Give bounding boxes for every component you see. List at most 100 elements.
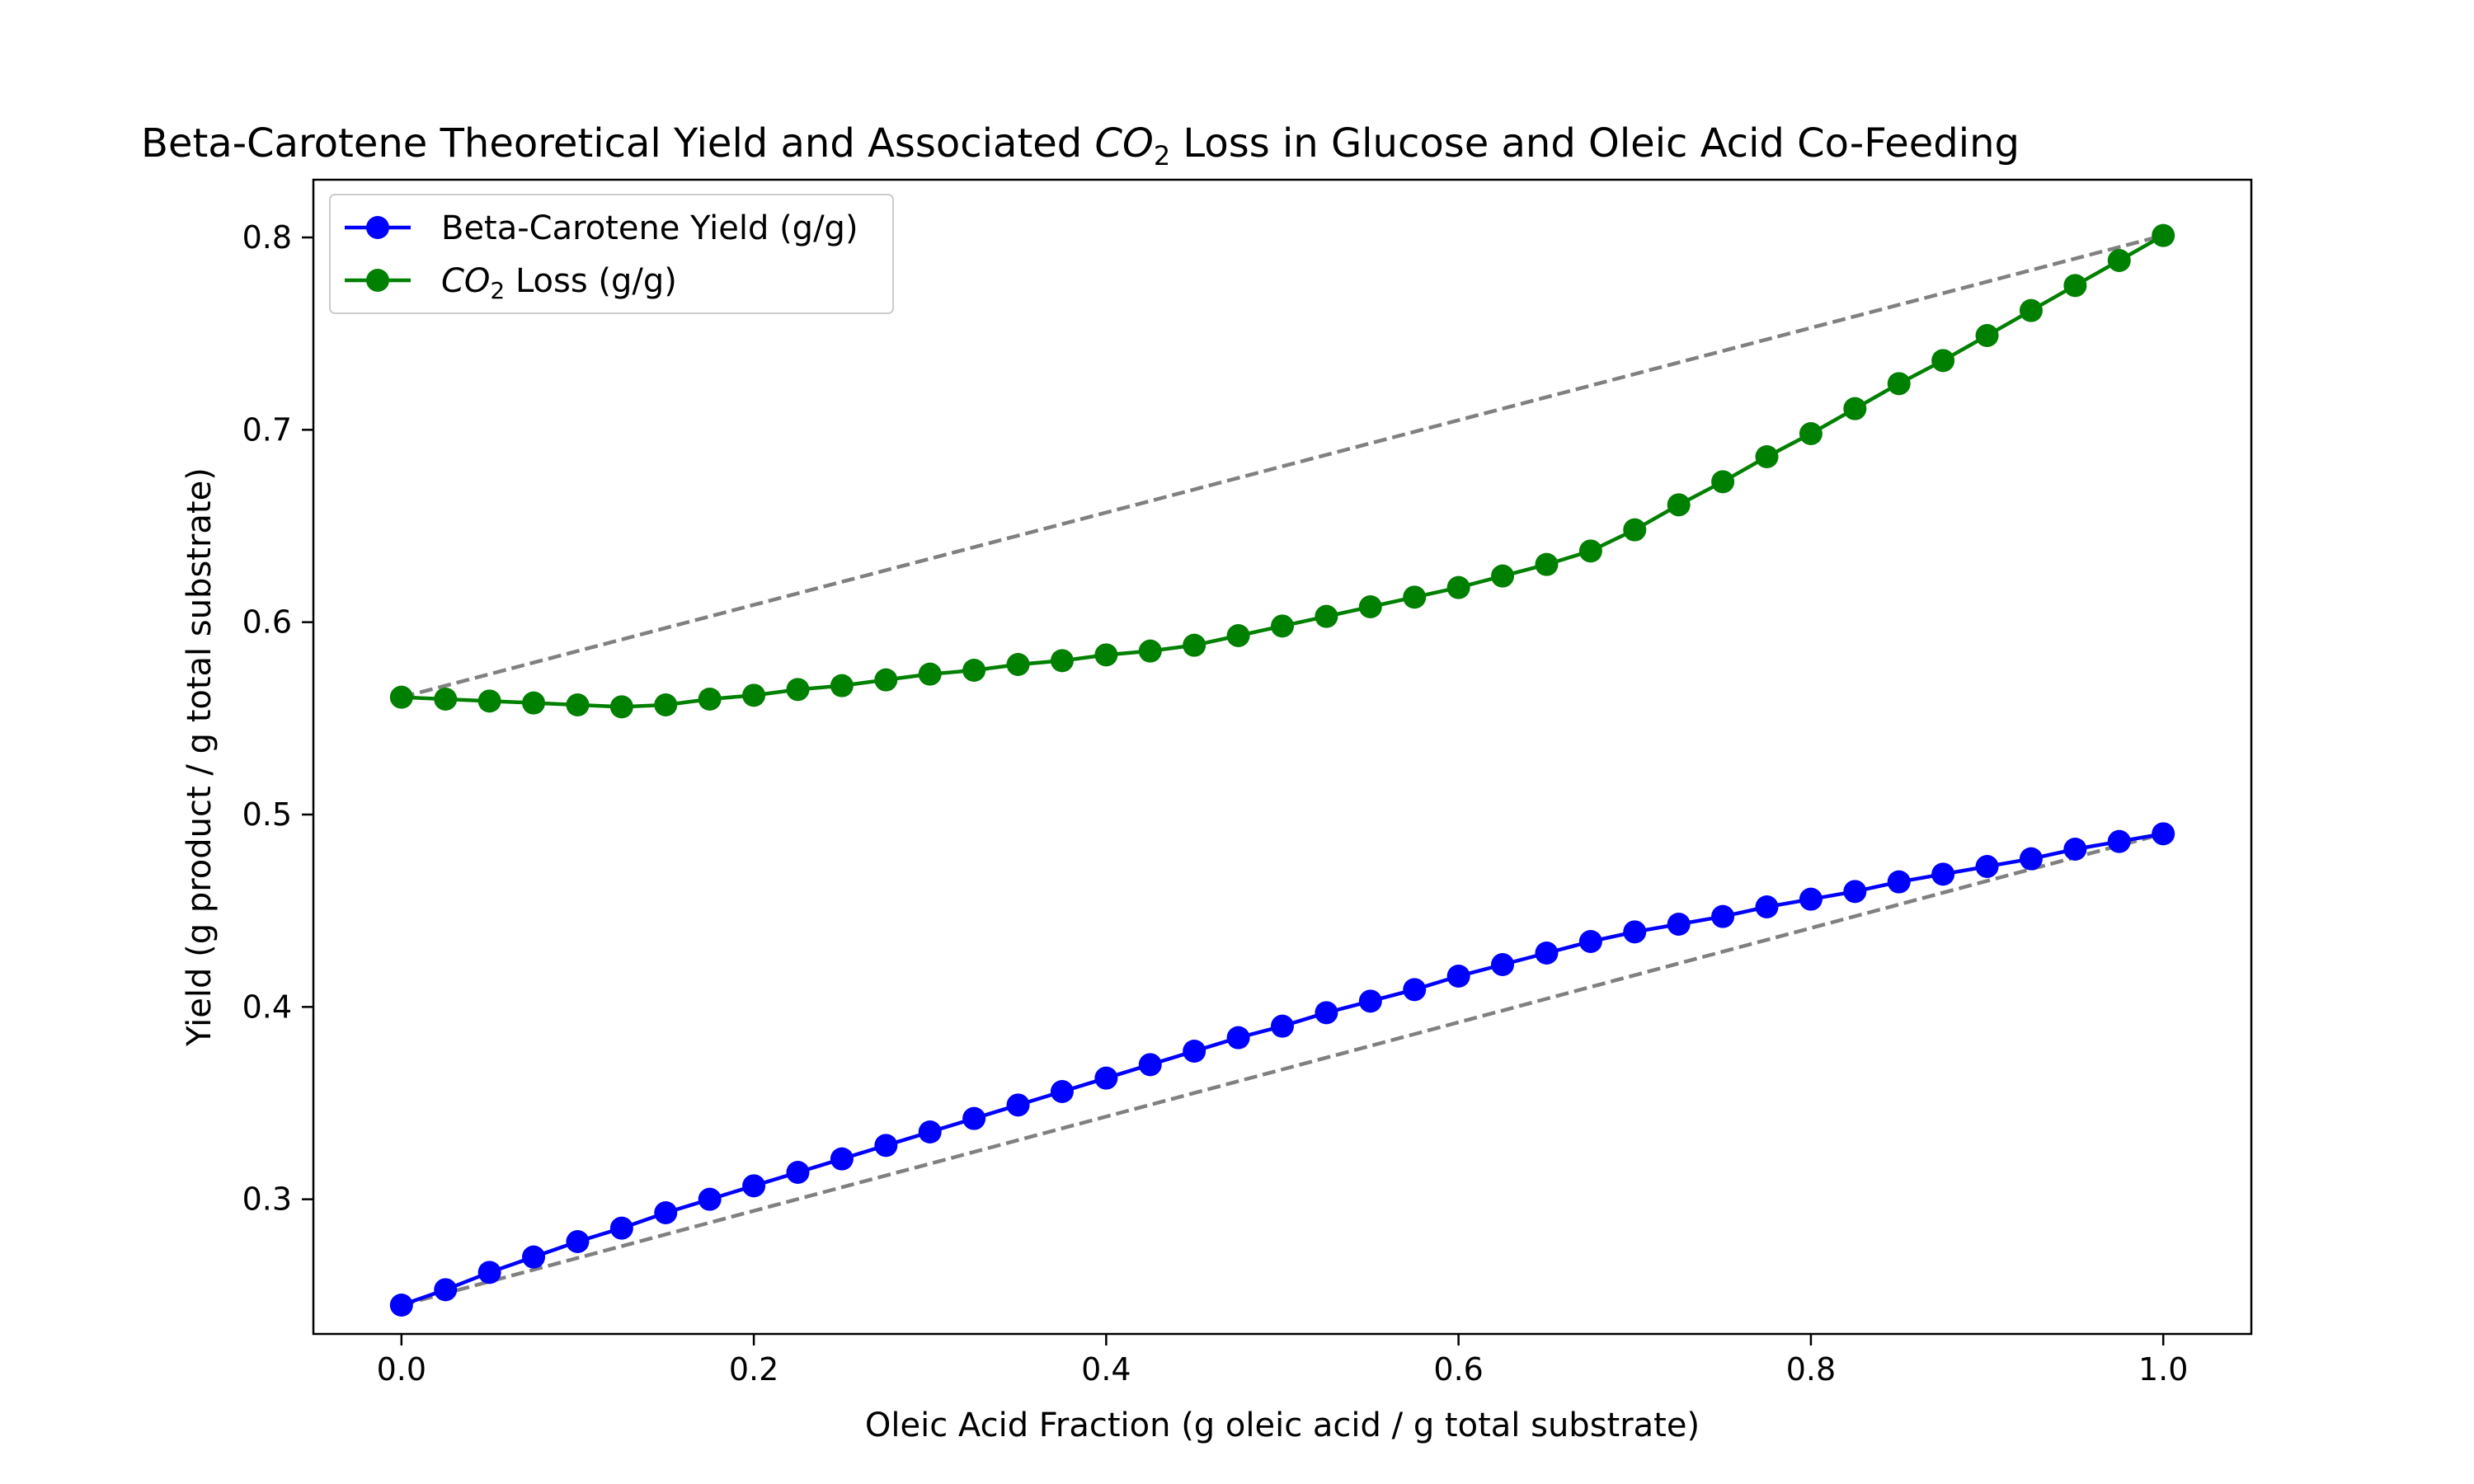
- data-point-co2: [1931, 349, 1955, 373]
- data-point-co2: [1138, 639, 1162, 663]
- data-point-beta-carotene: [1138, 1053, 1162, 1077]
- data-point-beta-carotene: [1578, 930, 1602, 953]
- data-point-beta-carotene: [1358, 989, 1382, 1013]
- data-point-co2: [1535, 552, 1559, 576]
- data-point-beta-carotene: [1711, 904, 1735, 928]
- title-co2-subscript: 2: [1154, 140, 1170, 171]
- data-point-co2: [1799, 422, 1823, 445]
- data-point-co2: [830, 674, 854, 697]
- data-point-beta-carotene: [742, 1174, 766, 1198]
- data-point-beta-carotene: [434, 1278, 458, 1302]
- title-suffix: Loss in Glucose and Oleic Acid Co-Feedin…: [1170, 120, 2020, 167]
- data-point-beta-carotene: [1446, 965, 1470, 988]
- legend-entry-beta-carotene: Beta-Carotene Yield (g/g): [345, 209, 858, 247]
- y-tick-label: 0.7: [242, 411, 292, 448]
- data-point-co2: [1667, 493, 1691, 517]
- legend-label-co2: CO2 Loss (g/g): [441, 262, 677, 304]
- data-point-beta-carotene: [1271, 1014, 1294, 1038]
- x-tick-label: 0.0: [377, 1351, 426, 1388]
- data-point-beta-carotene: [389, 1294, 413, 1317]
- data-point-co2: [786, 678, 810, 702]
- data-point-co2: [654, 693, 678, 716]
- data-point-co2: [918, 662, 942, 686]
- data-point-beta-carotene: [1491, 953, 1515, 976]
- x-tick-label: 0.4: [1081, 1351, 1131, 1388]
- data-point-co2: [389, 685, 413, 709]
- data-point-beta-carotene: [1403, 978, 1427, 1002]
- y-tick-label: 0.3: [242, 1181, 292, 1218]
- data-point-beta-carotene: [654, 1201, 678, 1224]
- data-point-co2: [522, 691, 546, 715]
- data-point-beta-carotene: [1931, 862, 1955, 886]
- data-point-co2: [1358, 595, 1382, 618]
- y-tick-label: 0.8: [242, 219, 292, 256]
- data-point-beta-carotene: [1667, 913, 1691, 936]
- legend-entry-co2: CO2 Loss (g/g): [345, 262, 677, 304]
- data-point-beta-carotene: [698, 1187, 722, 1211]
- y-axis-label: Yield (g product / g total substrate): [181, 467, 219, 1047]
- data-point-co2: [2019, 298, 2043, 322]
- data-point-beta-carotene: [1755, 895, 1779, 918]
- data-point-co2: [2107, 249, 2131, 272]
- data-point-beta-carotene: [874, 1134, 898, 1158]
- data-point-co2: [742, 683, 766, 707]
- x-tick-label: 0.6: [1433, 1351, 1483, 1388]
- data-point-co2: [1315, 604, 1338, 628]
- beta-carotene-linear-reference: [401, 832, 2164, 1308]
- data-point-co2: [2063, 274, 2087, 298]
- data-point-beta-carotene: [609, 1216, 633, 1240]
- data-point-beta-carotene: [962, 1106, 986, 1130]
- data-point-beta-carotene: [1623, 920, 1647, 944]
- data-point-co2: [477, 689, 501, 713]
- data-point-beta-carotene: [2063, 838, 2087, 861]
- legend-swatch-marker-co2: [366, 269, 389, 292]
- data-point-co2: [1226, 624, 1250, 647]
- x-tick-label: 1.0: [2138, 1351, 2188, 1388]
- title-co2: CO: [1095, 120, 1154, 167]
- legend: Beta-Carotene Yield (g/g) CO2 Loss (g/g): [329, 194, 894, 314]
- data-point-co2: [2152, 223, 2175, 247]
- data-point-beta-carotene: [522, 1245, 546, 1269]
- data-point-beta-carotene: [2107, 829, 2131, 853]
- data-point-co2: [1006, 653, 1030, 676]
- data-point-co2: [1491, 564, 1515, 588]
- data-point-co2: [698, 688, 722, 711]
- data-point-co2: [1403, 585, 1427, 609]
- legend-box: [329, 194, 894, 314]
- data-point-beta-carotene: [2019, 847, 2043, 871]
- plot-area-frame: [312, 178, 2253, 1336]
- data-point-beta-carotene: [786, 1161, 810, 1184]
- y-axis: 0.3 0.4 0.5 0.6 0.7 0.8: [242, 219, 313, 1218]
- co2-linear-reference: [401, 233, 2164, 699]
- data-point-co2: [1623, 518, 1647, 542]
- data-point-co2: [874, 668, 898, 692]
- data-point-beta-carotene: [1094, 1066, 1118, 1090]
- data-point-beta-carotene: [477, 1261, 501, 1284]
- x-axis: 0.0 0.2 0.4 0.6 0.8 1.0: [377, 1334, 2188, 1388]
- chart-title: Beta-Carotene Theoretical Yield and Asso…: [141, 120, 2020, 171]
- data-point-co2: [1271, 614, 1294, 638]
- data-point-co2: [1975, 324, 1999, 347]
- data-point-co2: [1446, 575, 1470, 599]
- data-point-beta-carotene: [566, 1230, 590, 1253]
- data-point-beta-carotene: [1006, 1093, 1030, 1117]
- data-point-beta-carotene: [1226, 1026, 1250, 1050]
- x-tick-label: 0.8: [1786, 1351, 1836, 1388]
- data-point-co2: [1843, 397, 1867, 420]
- y-tick-label: 0.6: [242, 604, 292, 641]
- data-point-beta-carotene: [2152, 822, 2175, 846]
- legend-swatch-marker-beta-carotene: [366, 216, 389, 239]
- data-point-beta-carotene: [1975, 855, 1999, 878]
- x-axis-label: Oleic Acid Fraction (g oleic acid / g to…: [865, 1407, 1700, 1444]
- data-point-beta-carotene: [1843, 880, 1867, 904]
- data-point-beta-carotene: [1535, 942, 1559, 965]
- data-point-beta-carotene: [1887, 870, 1911, 894]
- series-beta-carotene: [389, 822, 2175, 1317]
- data-point-co2: [566, 693, 590, 716]
- data-point-co2: [1755, 445, 1779, 468]
- y-tick-label: 0.4: [242, 989, 292, 1025]
- data-point-beta-carotene: [830, 1147, 854, 1171]
- data-point-co2: [1887, 372, 1911, 396]
- data-point-co2: [1183, 633, 1206, 657]
